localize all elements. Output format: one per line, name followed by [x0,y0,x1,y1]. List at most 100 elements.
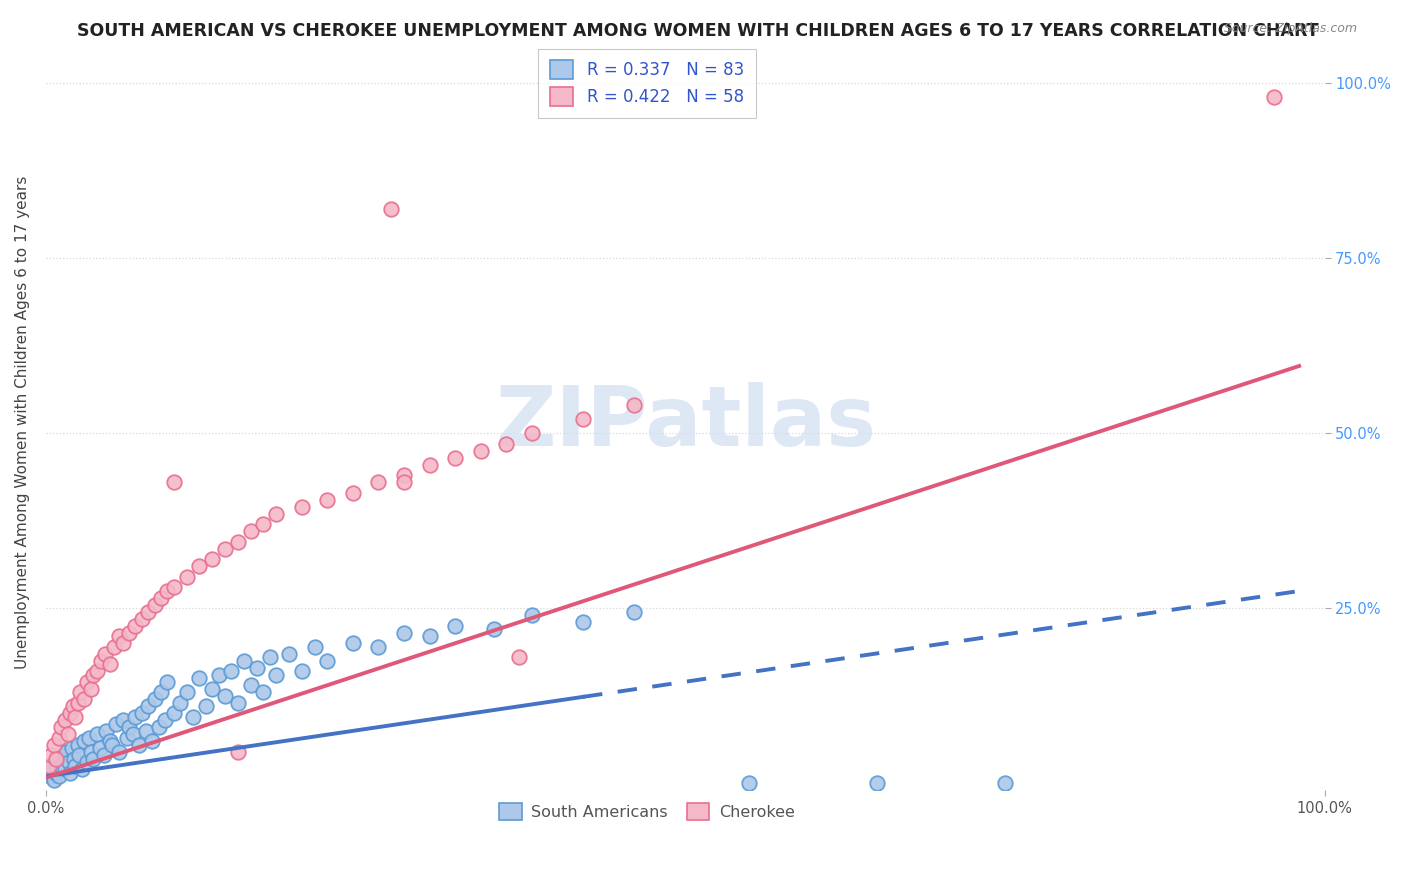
Point [392,625,415,640]
Point [233,654,256,668]
Point [470,443,492,458]
Point [226,696,249,710]
Point [111,713,134,727]
Point [156,583,179,598]
Point [392,468,415,483]
Point [176,685,198,699]
Point [392,475,415,490]
Point [188,559,211,574]
Point [118,720,141,734]
Point [59,765,82,780]
Point [79,731,101,745]
Point [520,426,543,441]
Point [572,615,595,630]
Point [1263,90,1285,104]
Point [86,727,108,741]
Point [188,671,211,685]
Point [103,640,125,654]
Point [163,580,186,594]
Point [246,661,269,675]
Point [60,741,83,756]
Point [66,696,89,710]
Point [90,654,112,668]
Point [201,552,224,566]
Point [86,665,108,679]
Point [150,685,173,699]
Point [150,591,173,605]
Point [115,731,138,745]
Point [136,699,159,714]
Point [76,756,98,770]
Point [42,738,65,752]
Point [53,762,76,776]
Text: Source: ZipAtlas.com: Source: ZipAtlas.com [1223,22,1357,36]
Point [169,696,191,710]
Point [380,202,402,216]
Point [153,713,176,727]
Text: ZIPatlas: ZIPatlas [495,382,876,463]
Point [128,738,150,752]
Point [105,716,128,731]
Point [419,629,441,643]
Point [482,622,505,636]
Point [98,657,121,672]
Point [73,692,96,706]
Point [52,748,75,763]
Point [291,500,314,514]
Point [259,650,281,665]
Point [118,625,141,640]
Point [49,752,72,766]
Point [56,727,79,741]
Point [101,738,124,752]
Point [38,769,60,783]
Point [226,534,249,549]
Point [304,640,326,654]
Point [51,758,73,772]
Point [59,706,82,721]
Point [89,741,111,756]
Point [46,762,69,776]
Point [51,720,73,734]
Point [62,699,84,714]
Point [111,636,134,650]
Point [221,665,243,679]
Point [94,647,117,661]
Point [93,748,115,763]
Point [69,685,91,699]
Text: SOUTH AMERICAN VS CHEROKEE UNEMPLOYMENT AMONG WOMEN WITH CHILDREN AGES 6 TO 17 Y: SOUTH AMERICAN VS CHEROKEE UNEMPLOYMENT … [77,22,1319,40]
Point [156,674,179,689]
Point [207,667,229,681]
Point [252,685,274,699]
Point [143,692,166,706]
Point [131,612,153,626]
Point [163,706,186,721]
Point [94,723,117,738]
Point [63,752,86,766]
Point [342,636,364,650]
Point [367,475,389,490]
Point [55,745,77,759]
Point [264,667,287,681]
Point [48,731,70,745]
Point [82,752,104,766]
Point [214,689,236,703]
Point [136,605,159,619]
Point [131,706,153,721]
Point [143,598,166,612]
Point [108,745,131,759]
Point [226,745,249,759]
Point [98,734,121,748]
Point [135,723,157,738]
Point [38,762,60,776]
Point [45,765,67,780]
Point [141,734,163,748]
Point [42,772,65,787]
Point [419,458,441,472]
Point [201,681,224,696]
Point [122,727,145,741]
Point [176,570,198,584]
Point [444,450,467,465]
Point [124,618,146,632]
Point [181,710,204,724]
Point [124,710,146,724]
